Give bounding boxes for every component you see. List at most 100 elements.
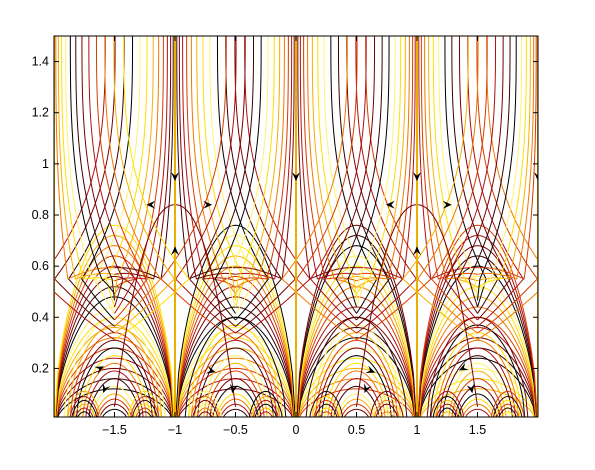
streamline	[375, 403, 398, 417]
streamline	[311, 396, 341, 417]
streamline	[477, 36, 523, 295]
streamline	[464, 408, 491, 417]
streamline	[196, 36, 236, 301]
streamline	[356, 36, 396, 301]
separatrix-arc	[174, 204, 236, 407]
streamline	[131, 399, 158, 417]
streamline	[379, 411, 394, 417]
streamline	[88, 36, 136, 314]
streamline	[418, 306, 537, 417]
streamline	[55, 36, 115, 280]
streamline	[81, 36, 124, 308]
streamline	[174, 36, 237, 334]
y-tick-label: 0.2	[32, 361, 49, 375]
streamline	[73, 403, 96, 417]
direction-arrow	[466, 383, 475, 394]
streamline	[336, 393, 377, 417]
separatrix-arc	[356, 204, 418, 407]
direction-arrow	[364, 383, 372, 394]
streamline	[298, 357, 415, 417]
streamline	[258, 411, 273, 417]
streamline	[417, 255, 538, 417]
streamline	[318, 347, 395, 417]
streamline	[54, 36, 116, 334]
streamline	[193, 339, 278, 417]
streamline	[346, 36, 404, 327]
streamline	[297, 36, 357, 280]
streamline	[429, 324, 526, 417]
streamline	[490, 390, 525, 417]
streamline	[296, 245, 417, 417]
streamline	[75, 36, 115, 301]
streamline	[451, 36, 499, 314]
streamline	[226, 36, 269, 308]
streamline	[356, 36, 402, 295]
x-tick-label: 0.5	[348, 423, 365, 437]
streamline	[54, 36, 115, 340]
streamline	[309, 36, 367, 327]
streamline	[57, 36, 115, 280]
streamline	[56, 357, 173, 417]
streamline	[356, 36, 432, 340]
streamline	[323, 36, 376, 321]
streamline	[372, 396, 402, 417]
y-tick-label: 1.4	[32, 55, 49, 69]
streamline	[176, 306, 295, 417]
streamline	[178, 36, 236, 280]
streamline	[114, 36, 172, 280]
streamline	[74, 407, 94, 417]
streamline	[252, 399, 279, 417]
streamline	[456, 36, 504, 314]
streamline	[313, 399, 340, 417]
streamline	[343, 408, 370, 417]
streamline	[192, 399, 219, 417]
streamline	[314, 339, 399, 417]
streamline	[377, 407, 397, 417]
streamlines	[54, 36, 538, 417]
x-tick-label: −0.5	[223, 423, 248, 437]
streamline	[256, 407, 276, 417]
streamline	[445, 362, 510, 417]
streamline	[418, 36, 478, 280]
streamline	[104, 36, 162, 327]
streamline	[317, 36, 357, 301]
streamline	[67, 390, 102, 417]
streamline	[477, 36, 535, 280]
streamline	[135, 407, 155, 417]
streamline	[324, 362, 389, 417]
streamline	[72, 339, 157, 417]
streamline	[448, 370, 507, 417]
streamline	[137, 411, 152, 417]
streamline	[248, 390, 283, 417]
streamline	[496, 403, 519, 417]
streamline	[439, 347, 516, 417]
streamline	[335, 36, 383, 314]
streamline	[175, 255, 296, 417]
streamline	[467, 36, 525, 327]
streamline	[79, 355, 150, 417]
streamline	[222, 408, 249, 417]
streamline	[297, 306, 416, 417]
separatrix-arc	[416, 204, 478, 407]
streamline	[160, 36, 236, 340]
streamline	[457, 393, 498, 417]
streamline	[105, 36, 148, 308]
streamline	[217, 398, 254, 417]
streamline	[114, 36, 160, 295]
streamline	[96, 398, 133, 417]
streamline	[498, 407, 518, 417]
streamline	[94, 393, 135, 417]
streamline	[67, 36, 125, 327]
streamline	[426, 316, 529, 417]
streamline	[63, 316, 166, 417]
streamline	[296, 255, 417, 417]
streamline	[55, 326, 174, 417]
direction-arrow	[534, 172, 538, 182]
direction-arrow	[94, 366, 105, 375]
streamline	[330, 36, 378, 314]
y-tick-label: 1.2	[32, 106, 49, 120]
y-tick-label: 0.4	[32, 310, 49, 324]
streamline	[251, 396, 281, 417]
direction-arrow	[385, 200, 395, 209]
